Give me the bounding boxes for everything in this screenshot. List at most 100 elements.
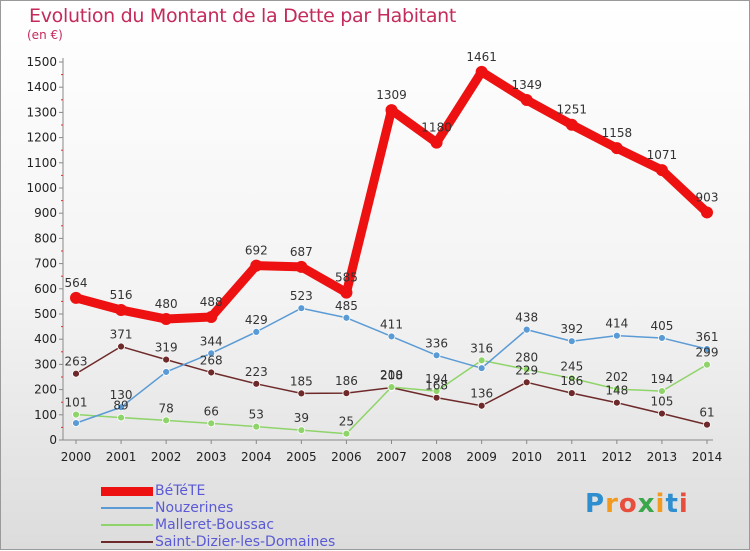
data-label: 316 xyxy=(470,341,493,355)
data-point xyxy=(72,410,80,419)
logo-letter: r xyxy=(605,489,619,519)
data-point xyxy=(72,369,80,378)
x-tick-label: 2011 xyxy=(557,450,588,464)
x-tick-label: 2002 xyxy=(151,450,182,464)
data-label: 78 xyxy=(159,401,174,415)
data-label: 480 xyxy=(155,297,178,311)
data-label: 344 xyxy=(200,334,223,348)
data-label: 1251 xyxy=(557,103,588,117)
y-tick-label: 200 xyxy=(34,383,57,397)
x-tick-label: 2008 xyxy=(421,450,452,464)
data-point xyxy=(432,351,441,360)
data-label: 319 xyxy=(155,341,178,355)
logo-letter: t xyxy=(665,489,679,519)
logo-letter: i xyxy=(655,489,666,519)
data-point xyxy=(567,374,576,383)
data-point xyxy=(655,164,668,177)
data-point xyxy=(340,286,353,299)
legend-label: Nouzerines xyxy=(155,500,234,516)
data-label: 1309 xyxy=(376,88,407,102)
data-label: 1071 xyxy=(647,148,678,162)
data-label: 223 xyxy=(245,365,268,379)
x-tick-label: 2005 xyxy=(286,450,317,464)
data-point xyxy=(160,313,173,326)
data-label: 186 xyxy=(560,374,583,388)
data-point xyxy=(565,118,578,131)
x-tick-label: 2009 xyxy=(466,450,497,464)
legend-label: Saint-Dizier-les-Domaines xyxy=(155,534,336,550)
data-label: 299 xyxy=(696,346,719,360)
chart-title: Evolution du Montant de la Dette par Hab… xyxy=(29,5,457,27)
data-label: 405 xyxy=(650,319,673,333)
data-label: 229 xyxy=(515,363,538,377)
data-point xyxy=(207,368,216,377)
data-point xyxy=(297,304,306,313)
data-point xyxy=(430,136,443,149)
data-point xyxy=(252,379,261,388)
data-point xyxy=(475,65,488,78)
y-tick-label: 1100 xyxy=(26,156,57,170)
data-label: 53 xyxy=(249,408,264,422)
x-tick-label: 2004 xyxy=(241,450,272,464)
data-label: 89 xyxy=(113,399,128,413)
data-point xyxy=(385,104,398,117)
y-tick-label: 1400 xyxy=(26,80,57,94)
data-label: 194 xyxy=(650,372,673,386)
data-point xyxy=(387,332,396,341)
y-tick-label: 700 xyxy=(34,257,57,271)
data-point xyxy=(117,342,125,351)
data-label: 438 xyxy=(515,311,538,325)
data-point xyxy=(117,403,125,412)
y-tick-label: 0 xyxy=(49,433,57,447)
data-point xyxy=(432,387,441,396)
data-label: 101 xyxy=(65,396,88,410)
data-label: 488 xyxy=(200,295,223,309)
data-point xyxy=(477,401,486,410)
x-tick-label: 2007 xyxy=(376,450,407,464)
data-label: 523 xyxy=(290,289,313,303)
data-label: 263 xyxy=(65,355,88,369)
y-tick-label: 500 xyxy=(34,307,57,321)
legend-swatch xyxy=(101,507,153,509)
data-point xyxy=(342,389,351,398)
data-point xyxy=(295,260,308,273)
data-point xyxy=(162,368,171,376)
data-point xyxy=(610,142,623,155)
legend-label: Malleret-Boussac xyxy=(155,517,275,533)
data-label: 392 xyxy=(560,322,583,336)
proxiti-logo: Proxiti xyxy=(585,489,689,519)
data-label: 1180 xyxy=(421,121,452,135)
data-label: 66 xyxy=(204,404,219,418)
data-label: 268 xyxy=(200,353,223,367)
data-label: 136 xyxy=(470,387,493,401)
y-tick-label: 800 xyxy=(34,231,57,245)
x-tick-label: 2006 xyxy=(331,450,362,464)
y-tick-label: 300 xyxy=(34,357,57,371)
y-tick-label: 1000 xyxy=(26,181,57,195)
x-tick-label: 2010 xyxy=(511,450,542,464)
data-label: 414 xyxy=(605,317,628,331)
data-label: 411 xyxy=(380,317,403,331)
data-point xyxy=(522,365,531,374)
y-tick-label: 1200 xyxy=(26,131,57,145)
y-tick-label: 1500 xyxy=(26,55,57,69)
y-tick-label: 100 xyxy=(34,408,57,422)
data-point xyxy=(658,334,666,342)
x-tick-label: 2014 xyxy=(692,450,723,464)
data-label: 692 xyxy=(245,244,268,258)
data-label: 429 xyxy=(245,313,268,327)
data-point xyxy=(72,419,80,428)
data-point xyxy=(701,206,713,219)
legend-swatch xyxy=(101,541,153,543)
data-point xyxy=(252,422,261,431)
logo-letter: x xyxy=(637,489,656,519)
data-point xyxy=(522,378,531,387)
data-point xyxy=(387,383,396,391)
data-label: 564 xyxy=(65,276,88,290)
data-point xyxy=(297,389,306,398)
logo-letter: P xyxy=(585,489,606,519)
data-label: 687 xyxy=(290,245,313,259)
data-point xyxy=(703,345,711,353)
legend-swatch xyxy=(101,486,153,496)
data-label: 105 xyxy=(650,395,673,409)
